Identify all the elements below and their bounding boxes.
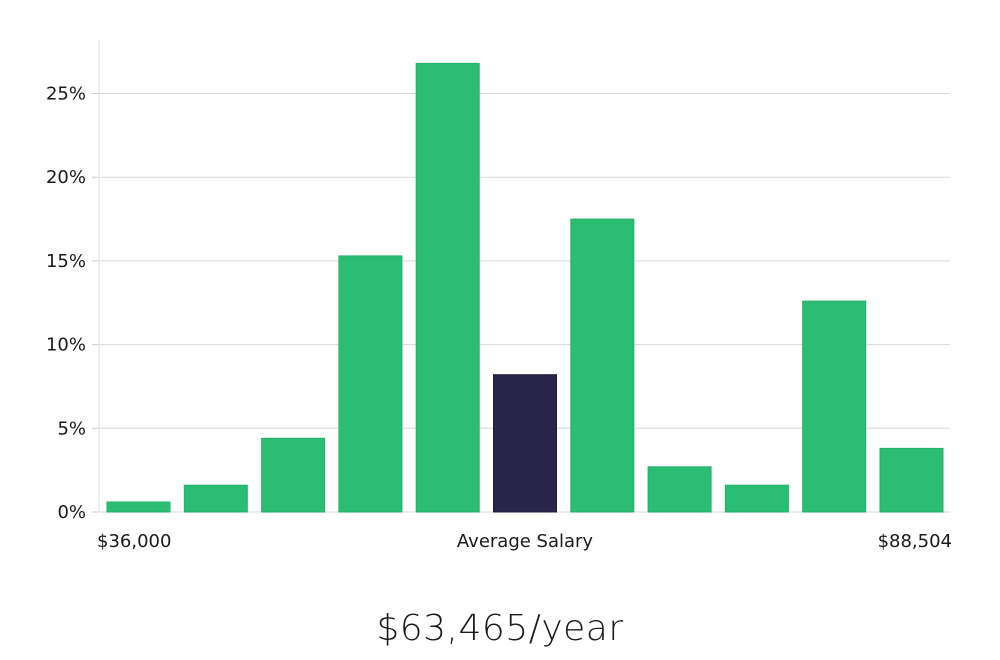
x-axis-center-label: Average Salary <box>457 531 594 552</box>
x-axis-labels: $36,000 Average Salary $88,504 <box>97 531 952 552</box>
y-tick-label: 10% <box>46 335 86 356</box>
bar-7 <box>570 218 635 513</box>
bar-8 <box>647 466 712 513</box>
bar-4 <box>338 255 403 513</box>
bars <box>106 62 944 513</box>
y-tick-label: 25% <box>46 84 86 105</box>
y-axis: 0% 5% 10% 15% 20% 25% <box>46 40 100 523</box>
y-tick-label: 15% <box>46 251 86 272</box>
y-tick-label: 0% <box>57 502 86 523</box>
bar-5 <box>415 62 480 513</box>
bar-9 <box>724 484 789 513</box>
y-tick-label: 20% <box>46 167 86 188</box>
bar-2 <box>183 484 248 513</box>
bar-10 <box>802 300 867 513</box>
bar-average-salary <box>493 374 557 513</box>
bar-1 <box>106 501 171 513</box>
bar-3 <box>261 437 326 513</box>
bar-11 <box>879 447 944 513</box>
y-tick-label: 5% <box>57 418 86 439</box>
x-axis-min-label: $36,000 <box>97 531 171 552</box>
x-axis-max-label: $88,504 <box>878 531 952 552</box>
average-salary-value: $63,465/year <box>376 608 624 649</box>
